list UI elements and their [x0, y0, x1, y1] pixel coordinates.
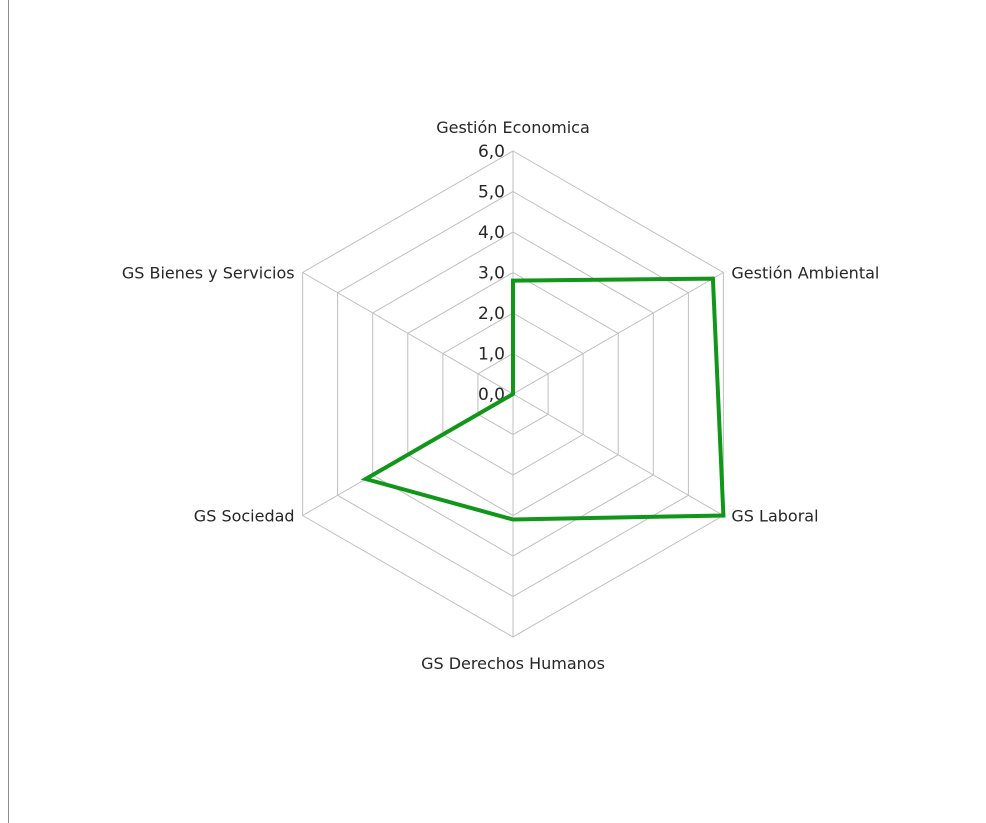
series-line [360, 276, 726, 522]
radar-grid [302, 150, 724, 638]
category-label: GS Sociedad [194, 507, 295, 526]
category-label: Gestión Economica [436, 118, 590, 137]
grid-spoke-2 [512, 393, 724, 516]
category-label: GS Laboral [731, 507, 818, 526]
tick-label: 3,0 [478, 264, 505, 284]
tick-label: 6,0 [478, 142, 505, 162]
tick-label: 1,0 [478, 345, 505, 365]
data-series [360, 276, 726, 522]
tick-label: 5,0 [478, 183, 505, 203]
grid-spoke-1 [512, 272, 724, 395]
tick-label: 2,0 [478, 304, 505, 324]
category-label: GS Bienes y Servicios [122, 264, 295, 283]
category-label: Gestión Ambiental [731, 264, 879, 283]
category-label: GS Derechos Humanos [421, 654, 605, 673]
tick-label: 4,0 [478, 223, 505, 243]
grid-spoke-5 [302, 272, 514, 395]
category-labels: Gestión Economica Gestión Ambiental GS Lab… [122, 118, 879, 673]
radial-tick-labels: 0,0 1,0 2,0 3,0 4,0 5,0 6,0 [478, 142, 505, 405]
left-border-line [8, 0, 9, 823]
tick-label: 0,0 [478, 385, 505, 405]
